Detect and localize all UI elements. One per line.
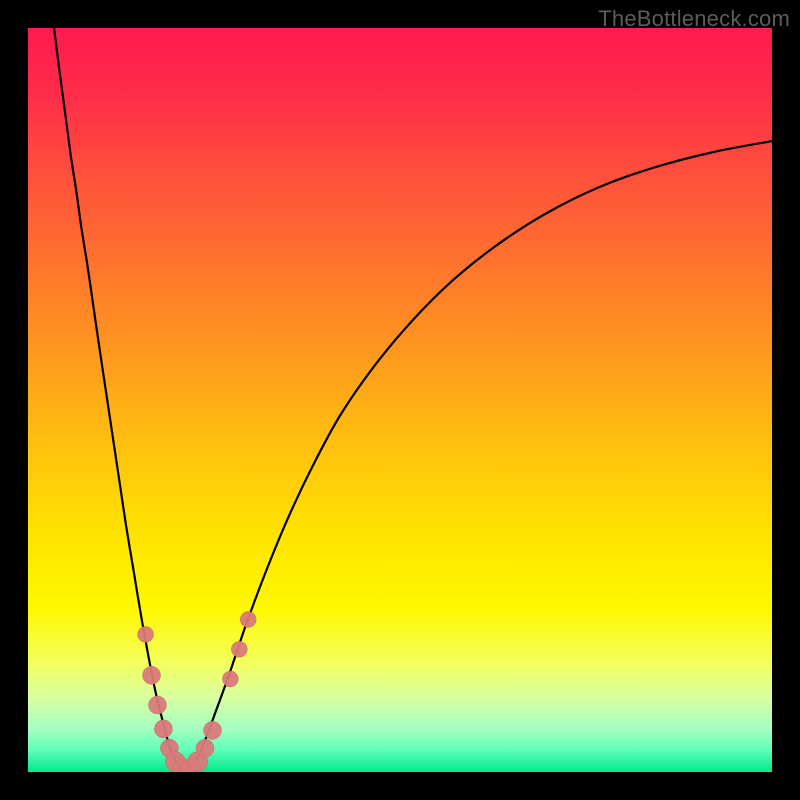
chart-container: TheBottleneck.com xyxy=(0,0,800,800)
plot-area xyxy=(28,28,772,772)
marker-point xyxy=(143,666,161,684)
left-curve xyxy=(54,28,186,772)
right-curve xyxy=(186,141,772,772)
marker-point xyxy=(154,720,172,738)
marker-point xyxy=(204,721,222,739)
marker-point xyxy=(196,739,214,757)
marker-point xyxy=(138,626,154,642)
marker-point xyxy=(148,696,166,714)
marker-point xyxy=(231,641,247,657)
curves-overlay xyxy=(28,28,772,772)
marker-point xyxy=(222,671,238,687)
marker-point xyxy=(240,611,256,627)
